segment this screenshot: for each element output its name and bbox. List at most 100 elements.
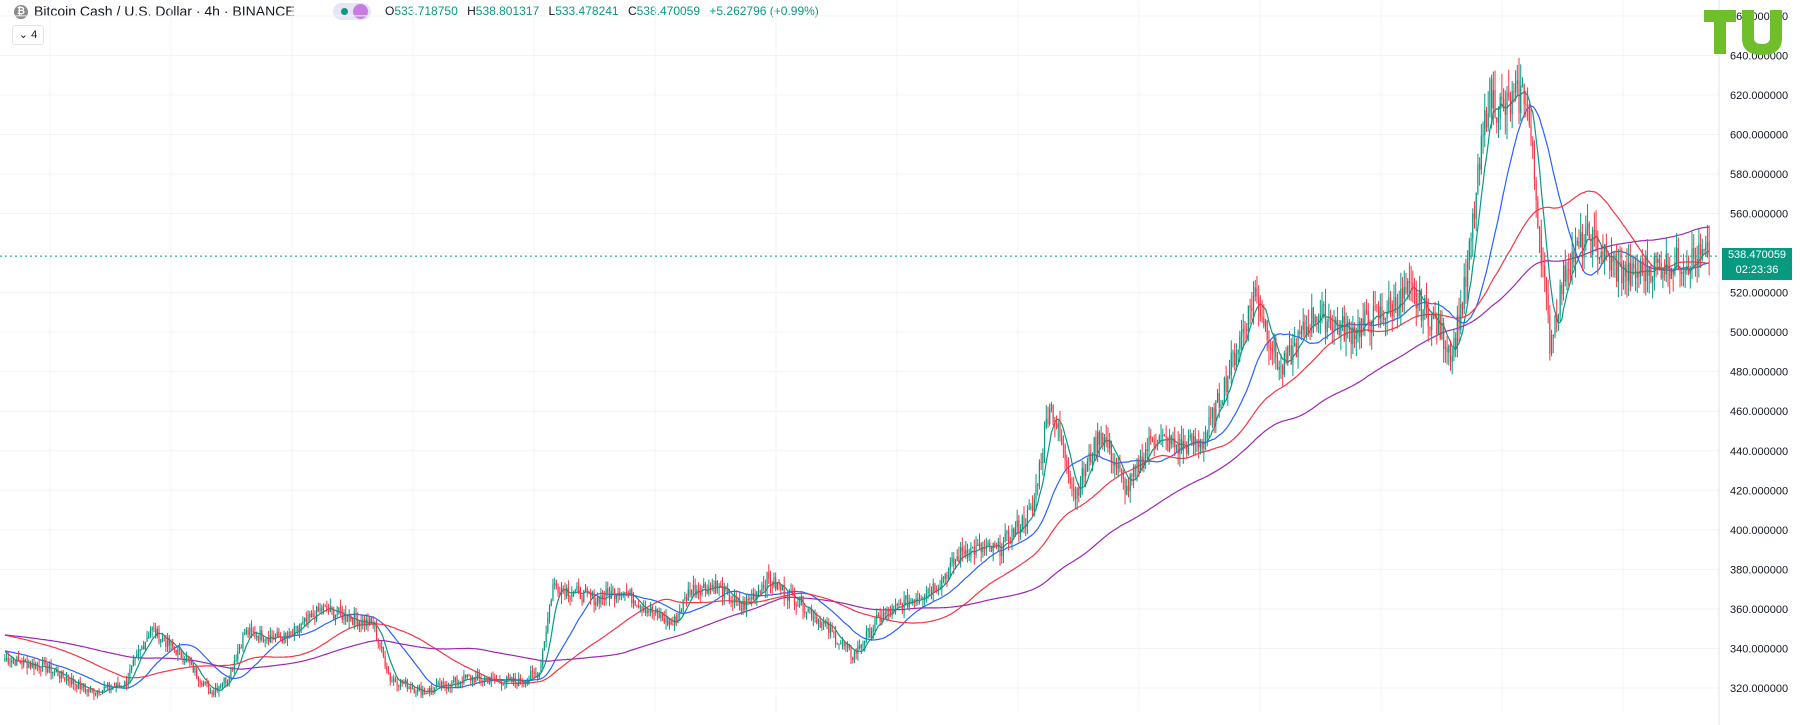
candle-body [1559,285,1561,316]
candle-body [1590,238,1592,255]
candle-body [1528,105,1530,125]
indicators-collapse-button[interactable]: ⌄ 4 [12,25,44,45]
candle-body [1497,118,1500,123]
candle-body [1593,230,1595,232]
candle-body [161,638,164,640]
candle-body [115,682,117,688]
candle-body [1127,485,1130,492]
candle-body [650,606,652,613]
candle-body [1393,297,1395,317]
candle-body [533,672,535,674]
candle-body [557,586,559,593]
candle-body [1019,529,1022,534]
candle-body [1614,261,1616,263]
candle-body [1509,96,1512,114]
candle-body [1542,265,1544,267]
candle-body [989,542,991,546]
candle-body [1237,349,1239,355]
candle-body [35,664,37,669]
candle-body [949,562,951,569]
candle-body [122,687,124,689]
market-status-dot-icon [341,8,348,15]
candle-body [730,601,732,603]
candle-body [1232,352,1234,354]
candle-body [100,693,102,695]
candle-body [1631,263,1633,286]
candle-body [1400,288,1402,308]
candle-body [1297,331,1299,357]
candle-body [317,606,319,612]
candle-body [1355,334,1357,340]
candle-body [1028,508,1030,510]
candle-body [1038,461,1041,486]
candle-body [1427,307,1429,327]
candle-body [391,679,393,681]
candle-body [89,689,92,692]
candle-body [829,627,832,633]
candle-body [230,667,232,679]
candle-body [1172,438,1174,445]
candle-body [987,542,989,546]
candle-body [127,679,129,685]
candle-body [1037,484,1039,486]
candle-body [1007,531,1010,542]
candle-body [1083,468,1085,477]
candle-body [1492,90,1494,109]
candle-body [98,690,100,694]
candle-body [1307,326,1309,332]
candle-body [1535,179,1537,201]
candle-body [1429,326,1431,331]
candle-body [59,676,61,679]
candle-body [841,642,844,644]
candle-body [826,622,828,625]
candle-body [1335,319,1337,324]
price-tick-label: 520.000000 [1730,288,1788,300]
candle-body [1011,528,1013,544]
candle-body [52,671,54,674]
candle-body [1403,287,1405,299]
candle-body [1333,323,1335,333]
candle-body [1165,436,1167,438]
candle-body [84,688,86,692]
candle-body [81,683,83,689]
candle-body [802,595,804,612]
candle-body [1126,485,1128,495]
candle-body [1021,516,1023,530]
candle-body [680,610,683,612]
price-axis[interactable]: 320.000000 340.000000 360.000000 380.000000… [1730,11,1788,695]
candle-body [1629,262,1631,286]
symbol-title[interactable]: Bitcoin Cash / U.S. Dollar · 4h · BINANC… [34,3,295,19]
candle-body [1398,307,1400,316]
candle-body [836,643,838,645]
candle-body [1222,402,1224,405]
candle-body [1540,234,1542,266]
candle-body [1371,330,1373,333]
candle-body [487,678,489,684]
candle-body [223,677,225,685]
candle-body [257,636,259,640]
candle-body [1455,337,1457,348]
low-value: 533.478241 [555,4,619,18]
candle-body [381,646,383,648]
candle-body [1653,255,1655,277]
candle-body [124,681,126,688]
candle-body [1655,255,1657,263]
candle-body [999,541,1001,556]
candle-body [405,680,407,684]
candle-body [538,672,540,678]
candle-body [694,584,696,595]
candle-body [1396,307,1399,316]
candle-body [1143,458,1145,469]
candle-body [1150,436,1152,439]
candle-body [232,667,234,670]
candle-body [1670,268,1673,279]
candle-body [857,645,859,654]
candle-body [1650,267,1652,282]
candle-body [1043,426,1046,453]
candle-body [1453,337,1455,357]
share-icon[interactable] [353,4,368,19]
candle-body [778,583,780,586]
candle-body [994,543,996,546]
candle-body [1571,251,1573,275]
